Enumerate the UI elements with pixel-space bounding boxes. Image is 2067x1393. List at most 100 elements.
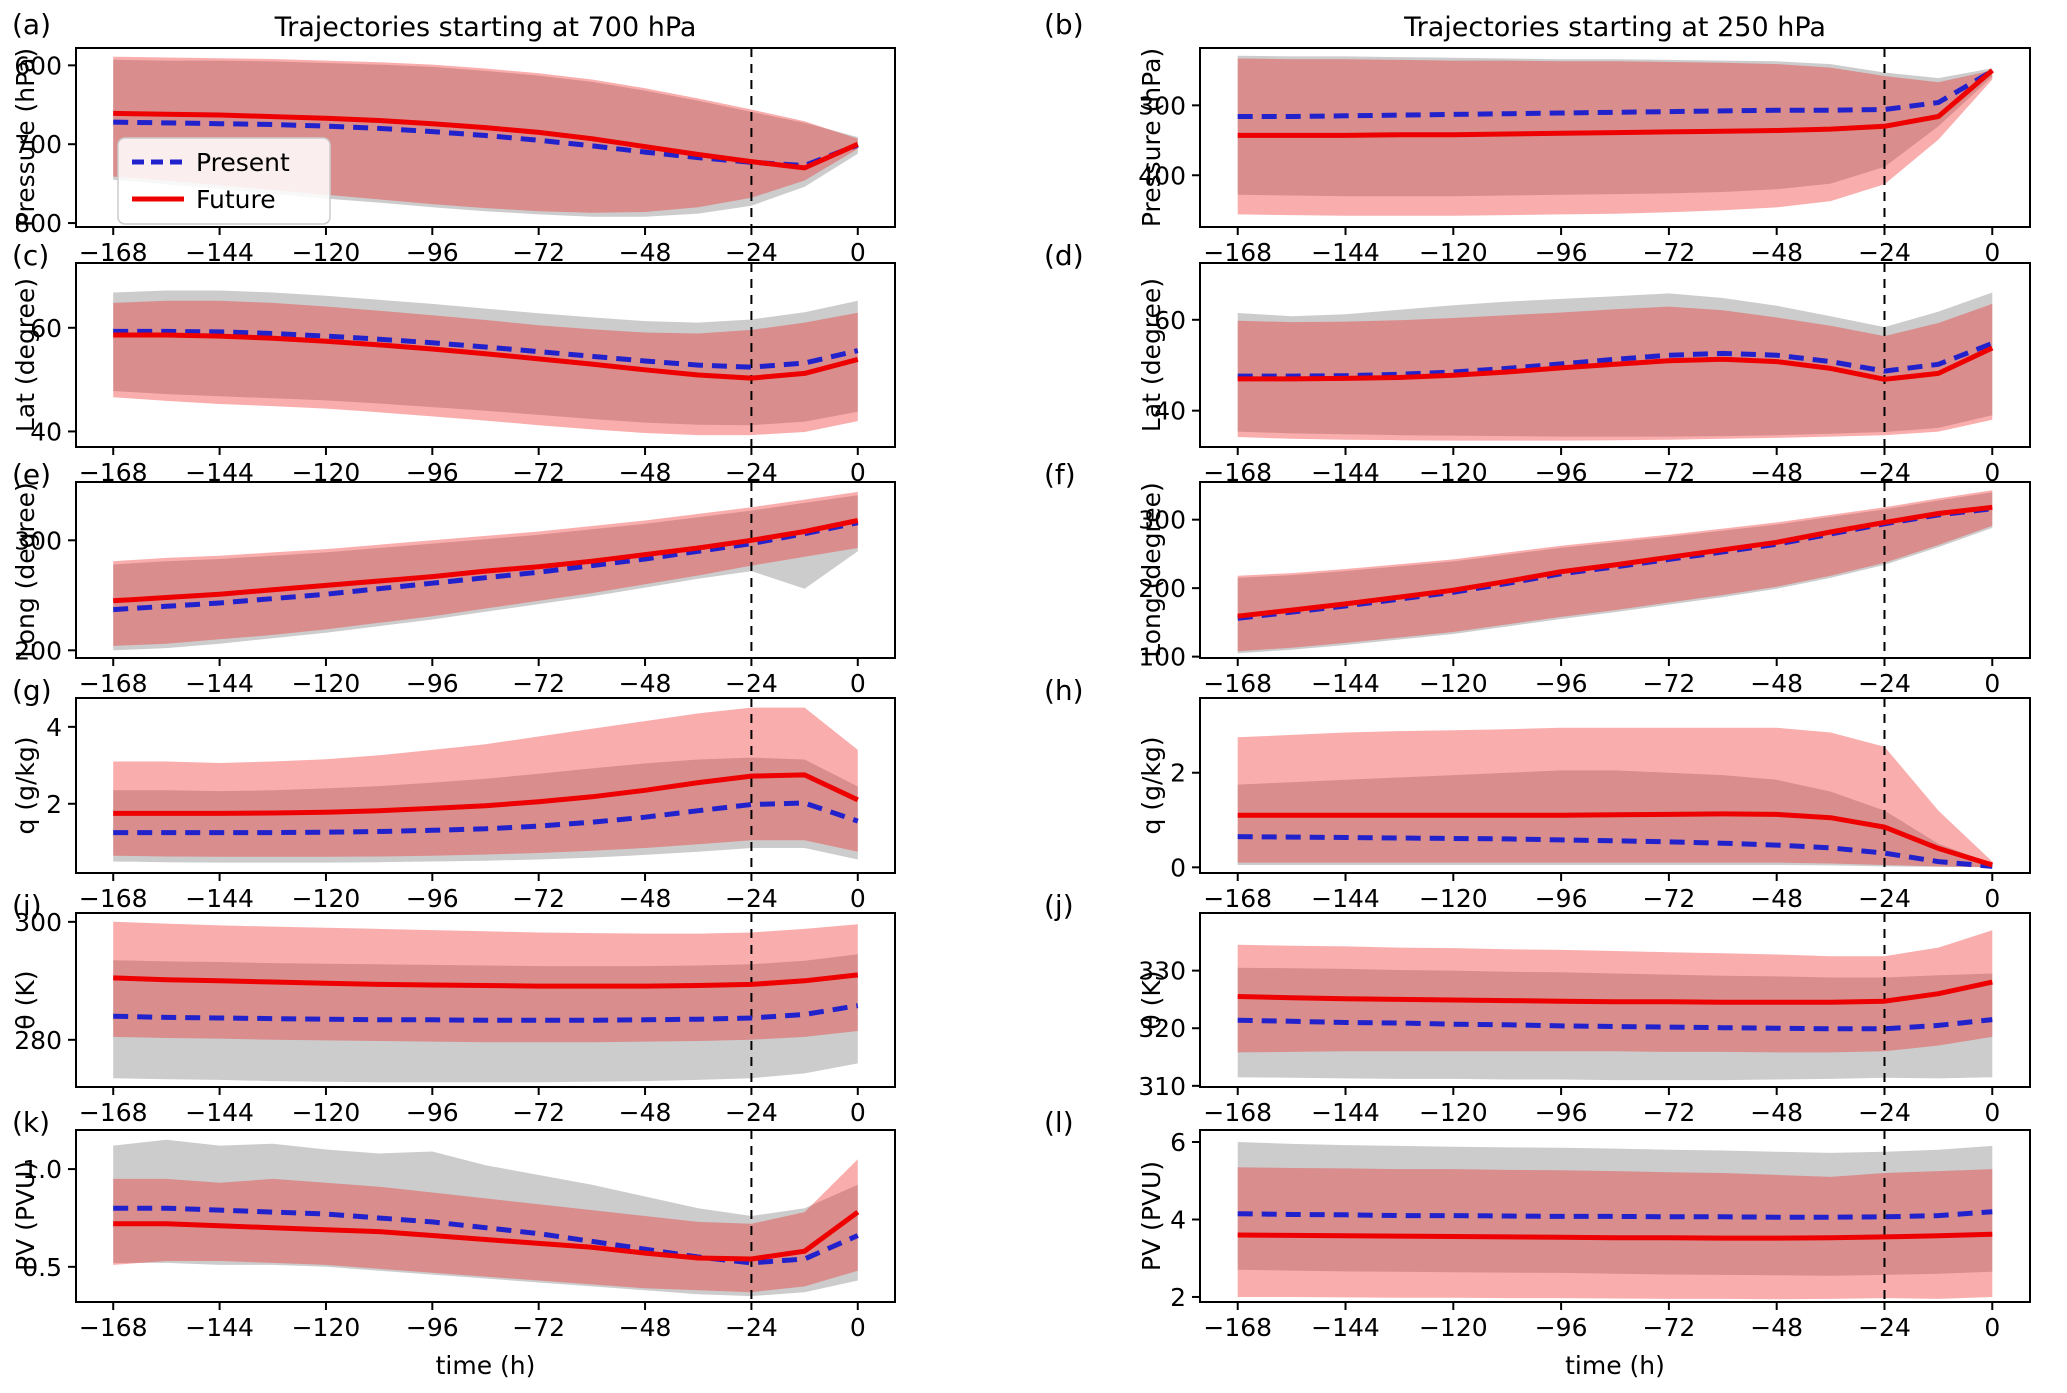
x-tick-label: −24 bbox=[1858, 884, 1911, 913]
y-tick-label: 2 bbox=[1170, 1283, 1186, 1312]
x-tick-label: 0 bbox=[850, 1313, 866, 1342]
x-tick-label: −48 bbox=[1750, 1313, 1803, 1342]
panel-g-present-line bbox=[113, 800, 859, 836]
panel-g-present-band bbox=[113, 757, 858, 863]
x-tick-label: −96 bbox=[406, 884, 459, 913]
x-tick-label: −72 bbox=[512, 669, 565, 698]
x-tick-label: 0 bbox=[1984, 238, 2000, 267]
panel-i-y-axis-label: θ (K) bbox=[11, 970, 40, 1029]
x-tick-label: 0 bbox=[850, 238, 866, 267]
panel-b-title: Trajectories starting at 250 hPa bbox=[1403, 12, 1826, 43]
x-tick-label: −96 bbox=[1535, 884, 1588, 913]
panel-d-y-axis-label: Lat (degree) bbox=[1137, 278, 1166, 432]
x-tick-label: −48 bbox=[1750, 1098, 1803, 1127]
panel-i-future-band bbox=[113, 921, 858, 1043]
x-tick-label: −48 bbox=[619, 1313, 672, 1342]
legend-future-label: Future bbox=[196, 185, 276, 214]
x-tick-label: −24 bbox=[725, 1313, 778, 1342]
legend-future-entry: Future bbox=[132, 185, 276, 214]
x-tick-label: 0 bbox=[850, 669, 866, 698]
panel-h-y-ticks: 02 bbox=[1170, 759, 1200, 882]
x-tick-label: −48 bbox=[619, 884, 672, 913]
panel-g-letter: (g) bbox=[12, 674, 52, 707]
x-tick-label: −168 bbox=[79, 884, 148, 913]
y-tick-label: 330 bbox=[1138, 957, 1186, 986]
y-tick-label: 4 bbox=[1170, 1205, 1186, 1234]
y-tick-label: 40 bbox=[1154, 397, 1186, 426]
y-tick-label: 200 bbox=[1138, 574, 1186, 603]
x-tick-label: −96 bbox=[406, 1098, 459, 1127]
x-tick-label: −96 bbox=[1535, 1313, 1588, 1342]
panel-a: −168 −144 −120 −96 −72 −48 −24 0 600 700 800Pressu… bbox=[11, 8, 896, 267]
y-tick-label: 40 bbox=[30, 417, 62, 446]
x-tick-label: −72 bbox=[1643, 1313, 1696, 1342]
panel-f-future-band bbox=[1237, 490, 1993, 652]
panel-c-axes-box bbox=[75, 262, 896, 448]
x-tick-label: −168 bbox=[1203, 1313, 1272, 1342]
panel-k-present-line bbox=[113, 1205, 859, 1266]
x-axis-label: time (h) bbox=[1565, 1351, 1665, 1380]
panel-d-present-line bbox=[1237, 341, 1994, 379]
y-tick-label: 2 bbox=[1170, 759, 1186, 788]
panel-c-future-band bbox=[113, 300, 858, 436]
y-tick-label: 400 bbox=[1138, 161, 1186, 190]
panel-h-future-band bbox=[1237, 727, 1993, 868]
panel-k-letter: (k) bbox=[12, 1106, 50, 1139]
panel-b-y-ticks: 300 400 bbox=[1138, 91, 1200, 190]
y-tick-label: 200 bbox=[14, 636, 62, 665]
panel-l-letter: (l) bbox=[1044, 1106, 1074, 1139]
y-tick-label: 300 bbox=[1138, 506, 1186, 535]
panel-e-present-line bbox=[113, 520, 859, 613]
y-tick-label: 4 bbox=[46, 713, 62, 742]
x-tick-label: −96 bbox=[1535, 1098, 1588, 1127]
x-tick-label: 0 bbox=[850, 884, 866, 913]
panel-f-future-line bbox=[1237, 504, 1993, 619]
panel-l-x-ticks: −168 −144 −120 −96 −72 −48 −24 0 bbox=[1203, 1302, 2000, 1342]
panel-e-x-ticks: −168 −144 −120 −96 −72 −48 −24 0 bbox=[79, 658, 866, 698]
x-tick-label: −120 bbox=[292, 884, 361, 913]
x-tick-label: −72 bbox=[512, 1313, 565, 1342]
x-tick-label: −144 bbox=[1311, 1098, 1380, 1127]
panel-c-y-axis-label: Lat (degree) bbox=[11, 278, 40, 432]
y-tick-label: 300 bbox=[14, 526, 62, 555]
y-tick-label: 300 bbox=[14, 908, 62, 937]
x-tick-label: −48 bbox=[619, 669, 672, 698]
panel-c-present-band bbox=[113, 290, 858, 426]
y-tick-label: 700 bbox=[14, 130, 62, 159]
panel-f-x-ticks: −168 −144 −120 −96 −72 −48 −24 0 bbox=[1203, 658, 2000, 698]
panel-c-future-line bbox=[113, 332, 859, 381]
y-tick-label: 2 bbox=[46, 790, 62, 819]
panel-b-future-line bbox=[1237, 68, 1994, 138]
panel-i-future-line bbox=[113, 972, 859, 989]
panel-i-axes-box bbox=[75, 912, 896, 1088]
panel-b-letter: (b) bbox=[1044, 8, 1084, 41]
x-tick-label: −144 bbox=[185, 1313, 254, 1342]
panel-f-present-band bbox=[1237, 492, 1993, 654]
panel-g-y-ticks: 24 bbox=[46, 713, 76, 819]
x-tick-label: −168 bbox=[1203, 669, 1272, 698]
panel-e-letter: (e) bbox=[12, 458, 51, 491]
y-tick-label: 320 bbox=[1138, 1014, 1186, 1043]
panel-l-present-band bbox=[1237, 1142, 1993, 1276]
y-tick-label: 800 bbox=[14, 209, 62, 238]
y-tick-label: 600 bbox=[14, 51, 62, 80]
panel-a-axes-box bbox=[75, 47, 896, 228]
x-tick-label: −144 bbox=[185, 1098, 254, 1127]
panel-b-present-band bbox=[1237, 55, 1993, 197]
x-tick-label: −96 bbox=[406, 669, 459, 698]
panel-f-axes-box bbox=[1199, 481, 2031, 659]
panel-h-future-line bbox=[1237, 811, 1994, 868]
panel-j-x-ticks: −168 −144 −120 −96 −72 −48 −24 0 bbox=[1203, 1087, 2000, 1127]
x-tick-label: −24 bbox=[725, 884, 778, 913]
x-tick-label: −72 bbox=[1643, 1098, 1696, 1127]
panel-l-future-line bbox=[1237, 1231, 1993, 1241]
x-tick-label: −168 bbox=[1203, 884, 1272, 913]
x-tick-label: −96 bbox=[406, 1313, 459, 1342]
x-tick-label: −48 bbox=[619, 1098, 672, 1127]
panel-e-y-axis-label: Long (degree) bbox=[11, 482, 40, 658]
